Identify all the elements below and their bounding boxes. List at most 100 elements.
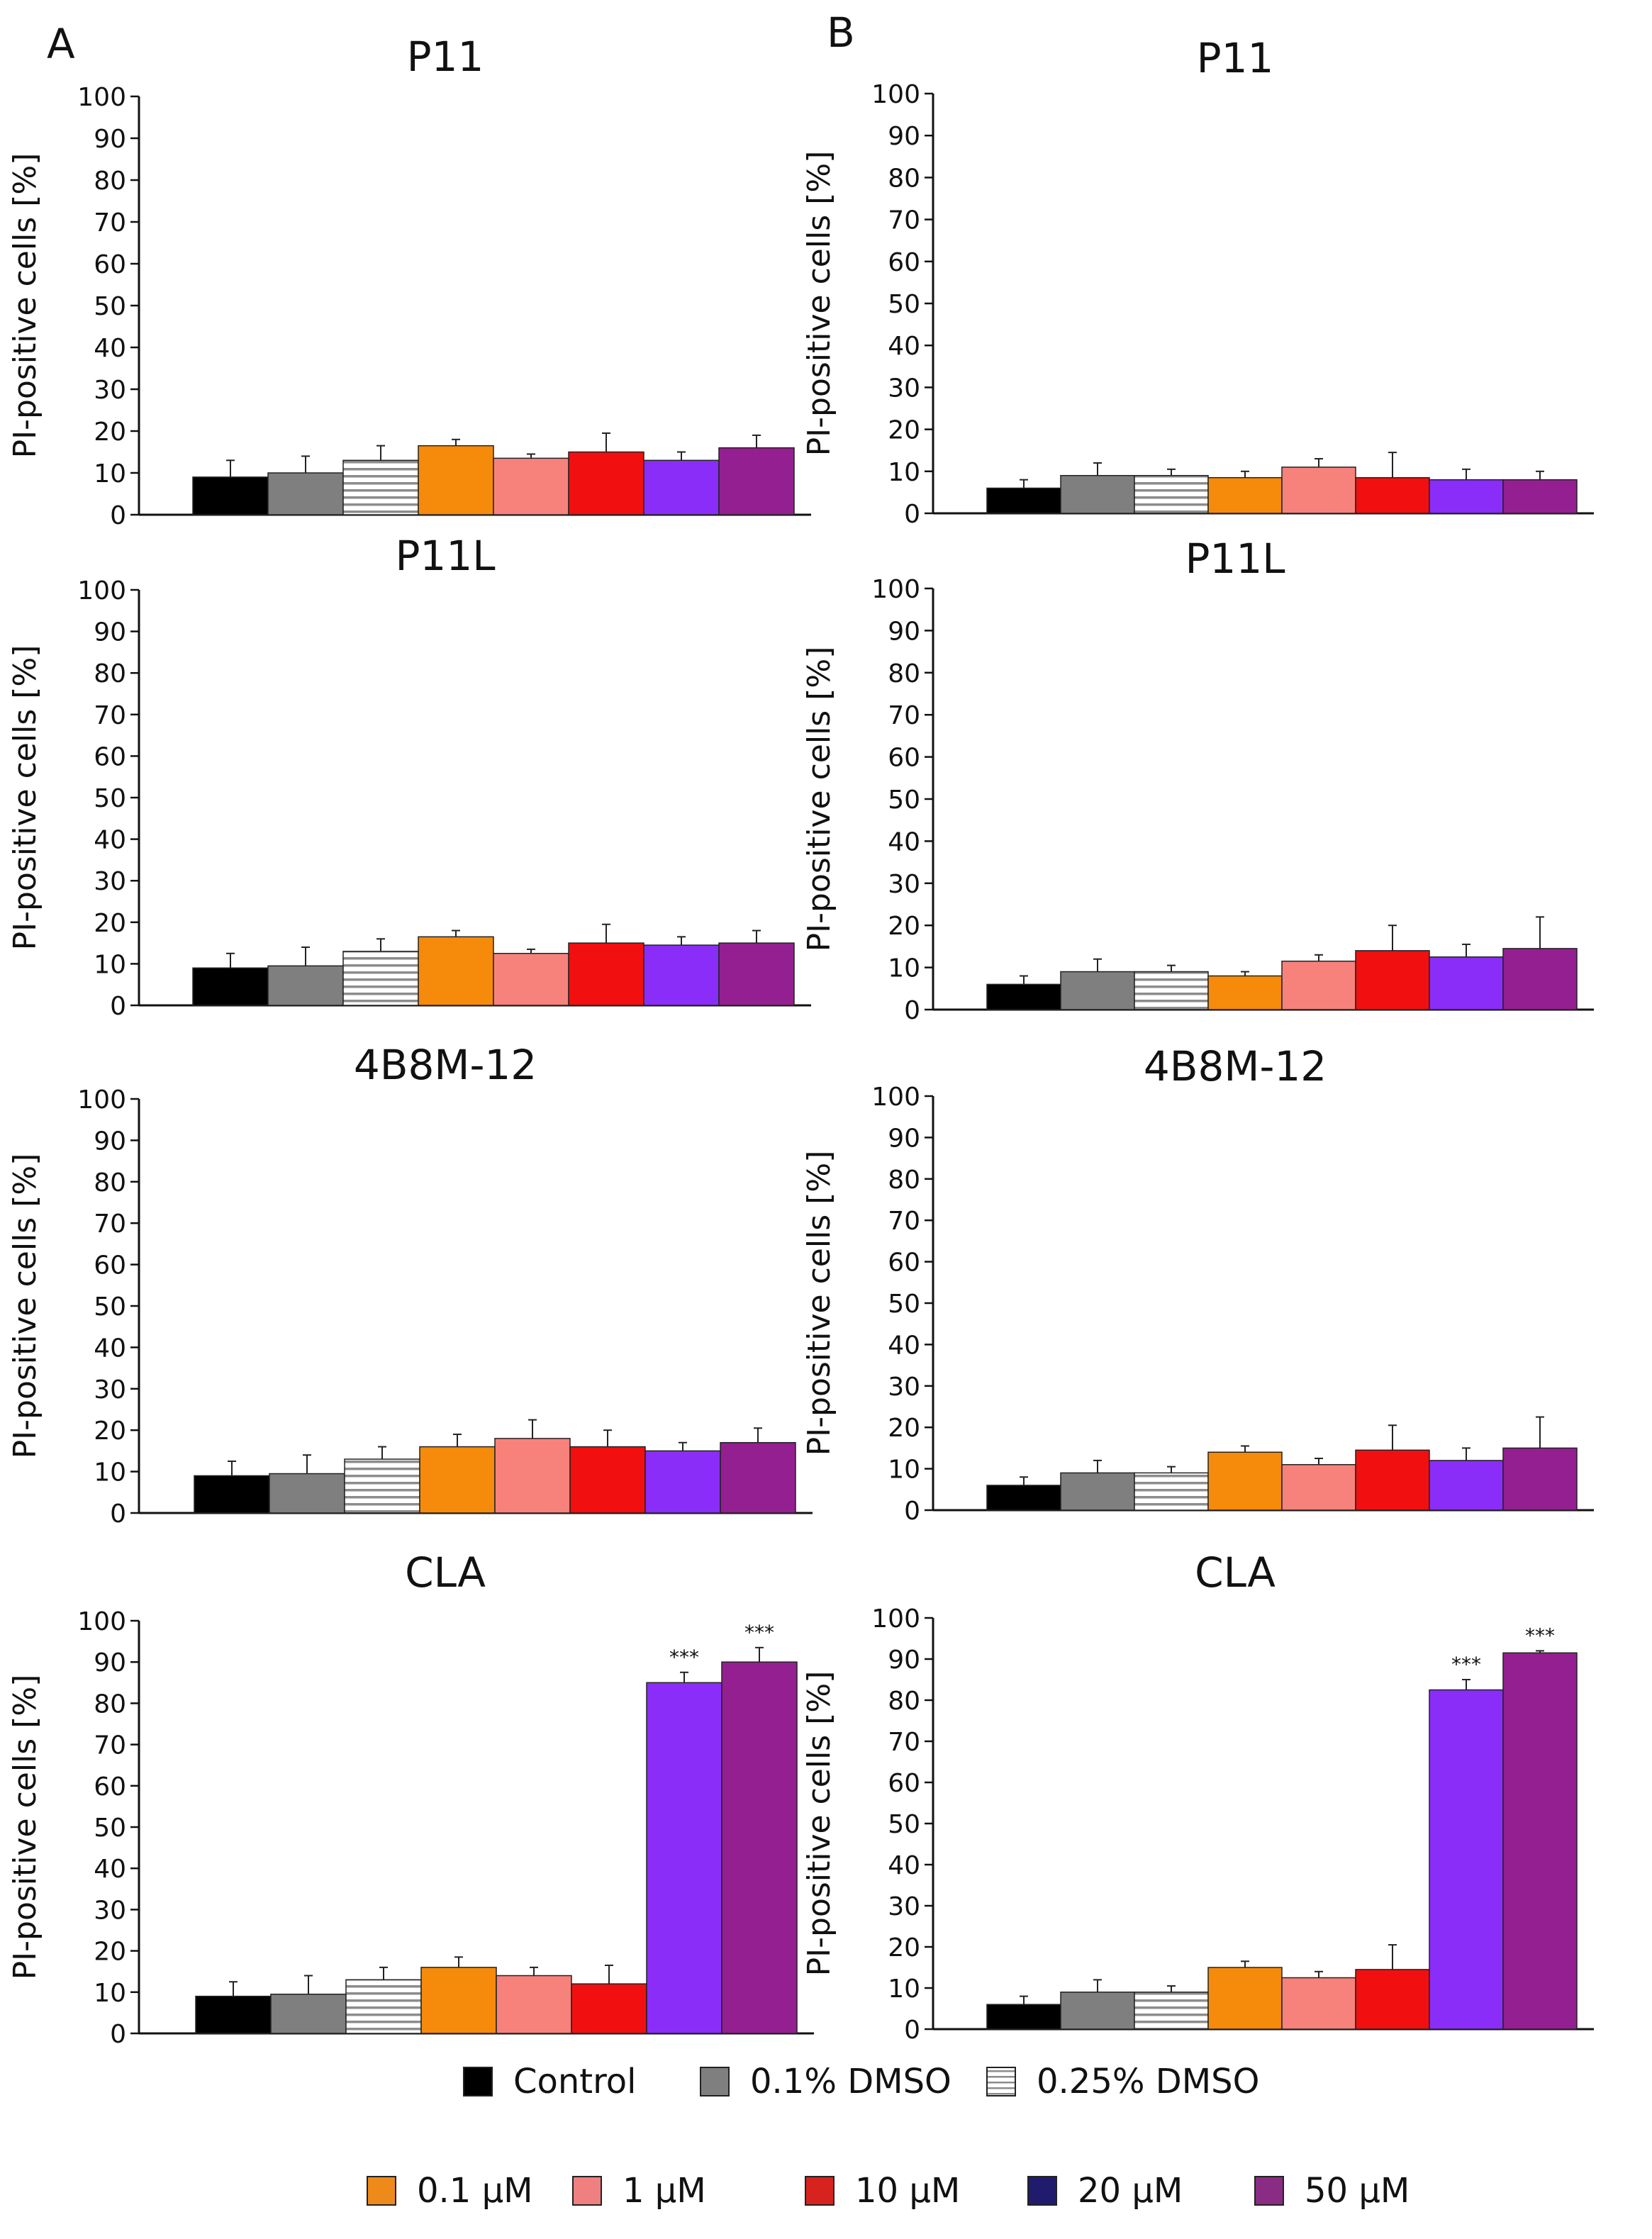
y-tick-label: 50 xyxy=(94,784,126,813)
y-tick-label: 40 xyxy=(888,332,920,361)
legend-label: 0.1 µM xyxy=(417,2171,533,2211)
chart-title: 4B8M-12 xyxy=(354,1041,537,1089)
legend-swatch xyxy=(1027,2176,1057,2206)
y-tick-label: 100 xyxy=(77,83,126,112)
y-tick-label: 60 xyxy=(94,1251,126,1280)
bar-0-1-m xyxy=(1207,975,1283,1010)
bar-1-m xyxy=(1281,960,1356,1010)
bar-20-m xyxy=(643,944,720,1006)
bar-50-m xyxy=(1502,948,1578,1010)
bar-50-m xyxy=(720,1441,796,1514)
y-tick-label: 60 xyxy=(888,1249,920,1278)
bar-control xyxy=(192,967,269,1006)
bar-20-m xyxy=(644,1450,721,1514)
y-tick-label: 40 xyxy=(94,826,126,855)
y-tick-label: 80 xyxy=(94,659,126,688)
y-tick-label: 20 xyxy=(94,909,126,938)
y-axis-label: PI-positive cells [%] xyxy=(7,153,43,459)
chart-title: 4B8M-12 xyxy=(1144,1042,1327,1090)
y-tick-label: 80 xyxy=(888,164,920,193)
y-tick-label: 70 xyxy=(94,208,126,238)
bar-0-1-m xyxy=(1207,1451,1283,1511)
y-tick-label: 50 xyxy=(94,292,126,321)
y-tick-label: 0 xyxy=(904,500,920,529)
bar-1-m xyxy=(496,1975,572,2034)
legend-swatch xyxy=(367,2176,396,2206)
y-tick-label: 80 xyxy=(94,1690,126,1719)
y-tick-label: 10 xyxy=(888,1456,920,1485)
chart-title: P11 xyxy=(1197,34,1274,82)
y-tick-label: 100 xyxy=(871,1083,920,1112)
y-axis-label: PI-positive cells [%] xyxy=(801,151,837,457)
y-tick-label: 20 xyxy=(94,1938,126,1967)
y-axis-label: PI-positive cells [%] xyxy=(801,1151,837,1456)
y-tick-label: 100 xyxy=(871,80,920,109)
bar-0-1-dmso xyxy=(1060,1992,1135,2030)
bar-0-25-dmso xyxy=(345,1979,422,2034)
bar-0-1-dmso xyxy=(1060,971,1135,1010)
y-tick-label: 90 xyxy=(94,125,126,154)
y-tick-label: 30 xyxy=(888,1892,920,1921)
y-tick-label: 0 xyxy=(110,992,126,1021)
y-tick-label: 0 xyxy=(110,2020,126,2049)
bar-0-1-dmso xyxy=(267,965,344,1006)
y-tick-label: 80 xyxy=(888,659,920,688)
bar-1-m xyxy=(1281,1464,1356,1511)
y-axis-label: PI-positive cells [%] xyxy=(7,1154,43,1459)
bar-0-1-m xyxy=(419,1446,496,1514)
y-tick-label: 80 xyxy=(94,1168,126,1197)
legend-item-control: Control xyxy=(463,2062,637,2101)
legend: Control 0.1% DMSO 0.25% DMSO 0.1 µM 1 µM 10 µ… xyxy=(367,2062,1410,2211)
y-tick-label: 80 xyxy=(888,1166,920,1195)
legend-label: 20 µM xyxy=(1078,2171,1183,2211)
legend-label: 10 µM xyxy=(855,2171,960,2211)
y-tick-label: 50 xyxy=(888,290,920,319)
bar-0-1-m xyxy=(1207,1967,1283,2030)
y-tick-label: 0 xyxy=(904,1497,920,1526)
bar-0-25-dmso xyxy=(1134,971,1209,1010)
chart-a-p11l: P11L PI-positive cells [%] 0 10 20 30 40 50 60 70… xyxy=(7,532,811,1021)
bar-50-m xyxy=(1502,1447,1578,1511)
legend-swatch xyxy=(1254,2176,1284,2206)
legend-label: Control xyxy=(513,2062,637,2101)
bar-50-m xyxy=(1502,1652,1578,2030)
y-tick-label: 0 xyxy=(904,2016,920,2045)
bar-20-m xyxy=(646,1682,722,2034)
bar-control xyxy=(986,1485,1061,1511)
bar-0-1-m xyxy=(420,1967,497,2034)
significance-label: *** xyxy=(744,1621,774,1644)
bar-20-m xyxy=(1429,1689,1504,2030)
bar-10-m xyxy=(568,942,644,1006)
bar-50-m xyxy=(1502,479,1578,514)
y-tick-label: 90 xyxy=(94,1127,126,1156)
y-tick-label: 80 xyxy=(94,167,126,196)
y-tick-label: 10 xyxy=(888,458,920,487)
y-tick-label: 20 xyxy=(888,912,920,941)
legend-swatch xyxy=(572,2176,602,2206)
y-tick-label: 70 xyxy=(94,1731,126,1760)
chart-title: CLA xyxy=(405,1548,486,1597)
y-tick-label: 60 xyxy=(888,1769,920,1798)
y-axis-label: PI-positive cells [%] xyxy=(801,647,837,952)
y-tick-label: 80 xyxy=(888,1687,920,1716)
significance-label: *** xyxy=(1451,1653,1481,1676)
legend-label: 0.25% DMSO xyxy=(1037,2062,1259,2101)
y-tick-label: 70 xyxy=(888,701,920,730)
legend-swatch xyxy=(700,2067,730,2096)
y-tick-label: 0 xyxy=(110,1500,126,1529)
legend-item-1-m: 1 µM xyxy=(572,2171,706,2211)
y-tick-label: 20 xyxy=(94,1417,126,1446)
y-tick-label: 100 xyxy=(77,1607,126,1636)
bar-20-m xyxy=(1429,1460,1504,1511)
panel-letter-a: A xyxy=(47,20,75,68)
bar-10-m xyxy=(1355,1969,1430,2030)
bar-0-1-m xyxy=(418,445,494,515)
bar-1-m xyxy=(493,953,569,1006)
y-tick-label: 100 xyxy=(871,1604,920,1634)
bar-0-1-dmso xyxy=(1060,474,1135,514)
chart-title: P11 xyxy=(407,33,484,81)
y-tick-label: 30 xyxy=(94,376,126,405)
bar-0-25-dmso xyxy=(1134,1472,1209,1511)
bar-control xyxy=(194,1475,270,1514)
y-tick-label: 40 xyxy=(888,1331,920,1360)
